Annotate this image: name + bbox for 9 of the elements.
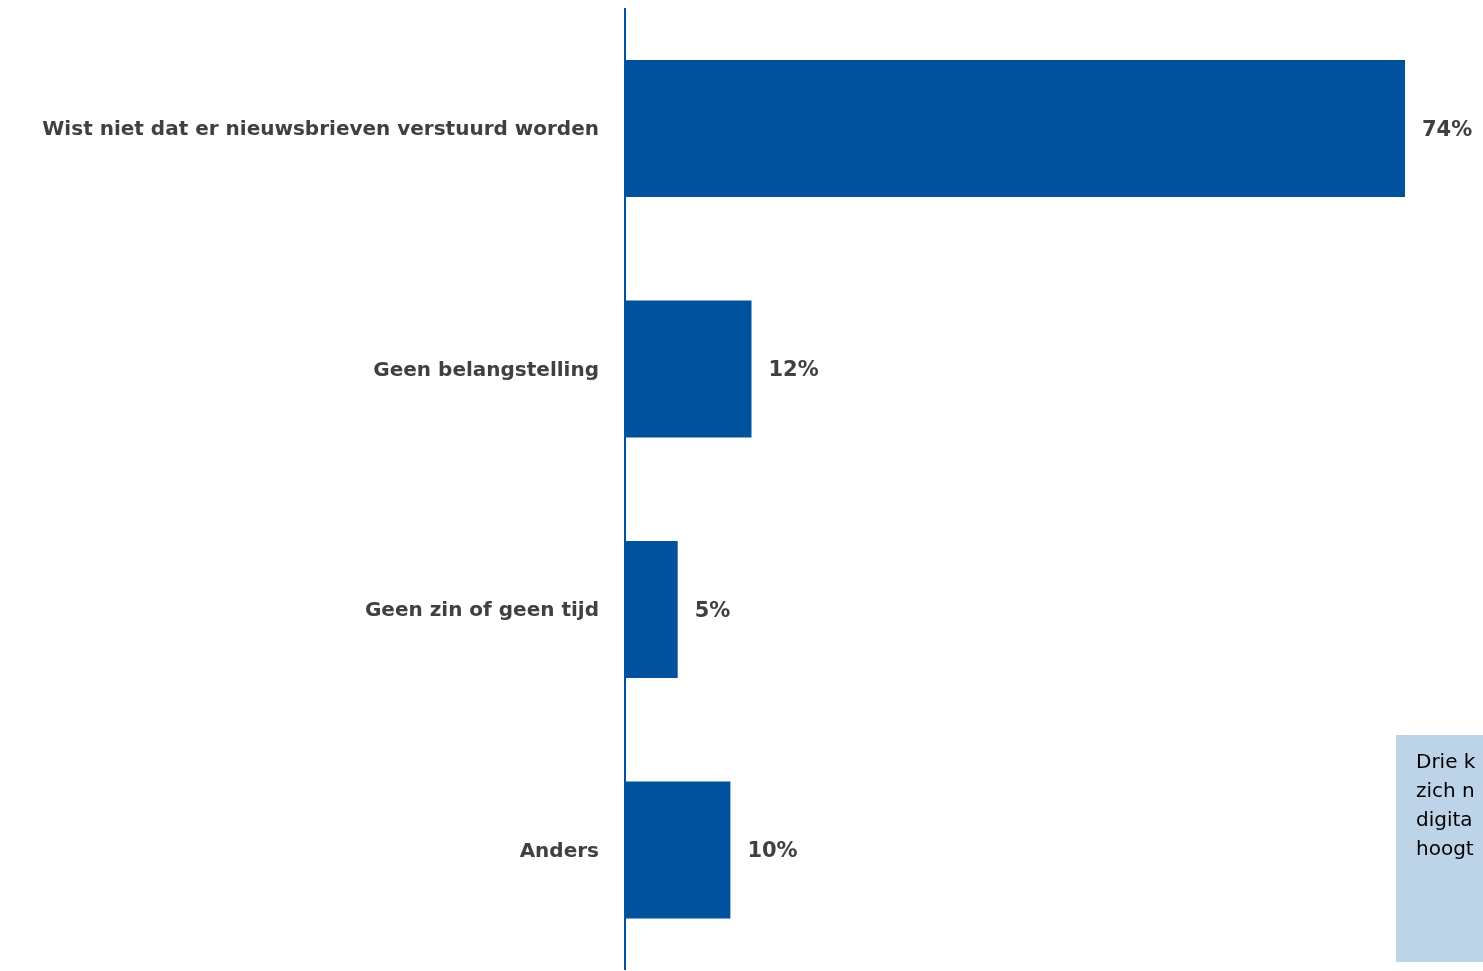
data-label: 74% [1422,116,1473,141]
note-box: Drie k zich n digita hoogt [1396,735,1483,962]
data-label: 10% [747,838,798,862]
data-label: 12% [768,357,819,381]
data-label: 5% [694,597,731,622]
y-tick-label: Anders [519,837,599,862]
y-tick-label: Geen belangstelling [373,356,599,381]
y-tick-label: Geen zin of geen tijd [364,597,599,622]
y-tick-label: Wist niet dat er nieuwsbrieven verstuurd worden [42,116,599,141]
